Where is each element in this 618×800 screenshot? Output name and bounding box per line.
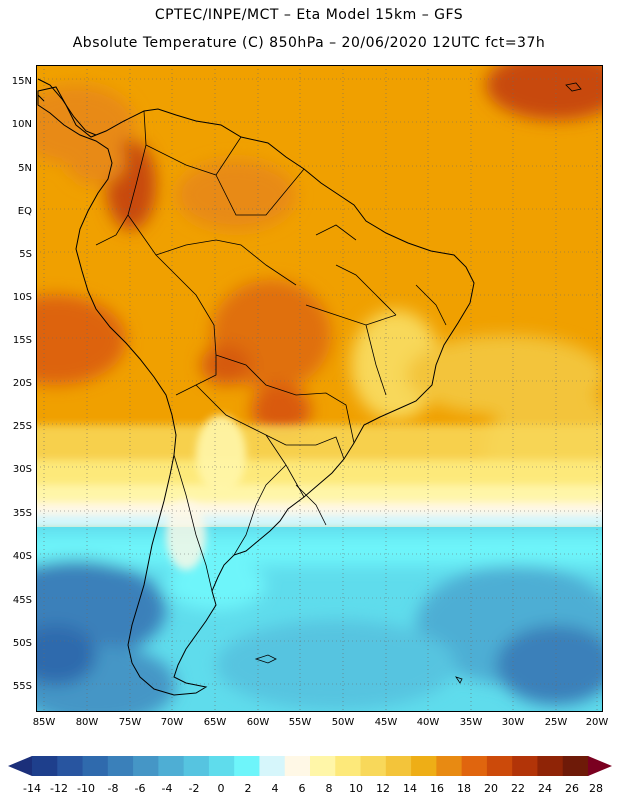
colorbar-label: -8: [107, 782, 119, 795]
colorbar-cell: [284, 756, 311, 776]
colorbar-cell: [411, 756, 437, 776]
land-warm: [166, 415, 246, 570]
colorbar-cell: [486, 756, 513, 776]
colorbar-label: 14: [403, 782, 417, 795]
lat-label-15n: 15N: [11, 76, 32, 87]
colorbar-cell: [310, 756, 336, 776]
colorbar-label: 28: [589, 782, 603, 795]
lon-label-55w: 55W: [288, 717, 312, 728]
lat-label-10n: 10N: [11, 119, 32, 130]
colorbar-label: 16: [430, 782, 444, 795]
lat-label-45s: 45S: [12, 595, 32, 606]
colorbar-label: 4: [271, 782, 279, 795]
colorbar-cell: [562, 756, 589, 776]
lon-label-70w: 70W: [160, 717, 184, 728]
lon-label-60w: 60W: [246, 717, 270, 728]
colorbar-cell: [82, 756, 109, 776]
colorbar-over-arrow: [588, 756, 612, 776]
colorbar-label: 2: [244, 782, 252, 795]
temperature-map: [36, 65, 603, 712]
colorbar-label: -10: [77, 782, 95, 795]
lon-label-65w: 65W: [203, 717, 227, 728]
colorbar-cell: [32, 756, 58, 776]
map-frame: [36, 65, 603, 712]
colorbar-cell: [537, 756, 564, 776]
islands: [254, 82, 582, 684]
colorbar-cell: [183, 756, 210, 776]
lat-label-5s: 5S: [19, 249, 32, 260]
warm-patches: [36, 65, 603, 435]
lon-label-85w: 85W: [32, 717, 56, 728]
colorbar-label: -2: [188, 782, 200, 795]
lon-label-50w: 50W: [331, 717, 355, 728]
lon-label-20w: 20W: [585, 717, 609, 728]
graticule: [36, 65, 603, 712]
lat-label-55s: 55S: [12, 681, 32, 692]
colorbar-label: 24: [538, 782, 552, 795]
colorbar-cell: [107, 756, 134, 776]
colorbar-under-arrow: [8, 756, 32, 776]
colorbar-label: 20: [484, 782, 498, 795]
colorbar-cell: [360, 756, 387, 776]
colorbar-cell: [385, 756, 412, 776]
colorbar-label: 8: [325, 782, 333, 795]
lat-label-25s: 25S: [12, 421, 32, 432]
chart-subtitle: Absolute Temperature (C) 850hPa – 20/06/…: [72, 35, 546, 51]
colorbar-cell: [57, 756, 84, 776]
colorbar-cell: [335, 756, 362, 776]
lon-label-80w: 80W: [75, 717, 99, 728]
lat-label-15s: 15S: [12, 335, 32, 346]
lat-label-40s: 40S: [12, 551, 32, 562]
colorbar-label: 22: [511, 782, 525, 795]
colorbar-cell: [158, 756, 185, 776]
colorbar-cell: [512, 756, 538, 776]
colorbar-label: 6: [298, 782, 306, 795]
colorbar-cell: [234, 756, 260, 776]
temperature-field: [36, 65, 603, 712]
colorbar-label: -4: [161, 782, 173, 795]
lat-label-30s: 30S: [12, 464, 32, 475]
colorbar-cell: [436, 756, 463, 776]
cold-region: [36, 527, 603, 712]
colorbar-label: -12: [50, 782, 68, 795]
colorbar-cell: [208, 756, 235, 776]
colorbar-label: 0: [217, 782, 225, 795]
lon-label-35w: 35W: [459, 717, 483, 728]
chart-title: CPTEC/INPE/MCT – Eta Model 15km – GFS: [154, 7, 464, 23]
central-america-coastline: [37, 78, 97, 136]
colorbar-cell: [259, 756, 286, 776]
lon-label-45w: 45W: [374, 717, 398, 728]
lon-label-40w: 40W: [416, 717, 440, 728]
colorbar-label: 12: [376, 782, 390, 795]
lat-label-10s: 10S: [12, 292, 32, 303]
colorbar-label: -6: [134, 782, 146, 795]
lon-label-30w: 30W: [501, 717, 525, 728]
lon-label-25w: 25W: [544, 717, 568, 728]
transition-zone: [36, 425, 603, 531]
country-borders: [95, 110, 447, 592]
lat-label-5n: 5N: [18, 163, 32, 174]
colorbar-label: 18: [457, 782, 471, 795]
colorbar-cell: [461, 756, 488, 776]
south-america-coastline: [37, 86, 475, 696]
colorbar-label: -14: [23, 782, 41, 795]
lat-label-eq: EQ: [17, 206, 32, 217]
colorbar-cells: [32, 756, 589, 776]
lat-label-50s: 50S: [12, 638, 32, 649]
colorbar-label: 10: [349, 782, 363, 795]
lat-label-20s: 20S: [12, 378, 32, 389]
lat-label-35s: 35S: [12, 508, 32, 519]
colorbar-cell: [133, 756, 159, 776]
lon-label-75w: 75W: [118, 717, 142, 728]
colorbar-label: 26: [565, 782, 579, 795]
colorbar: [8, 756, 612, 776]
